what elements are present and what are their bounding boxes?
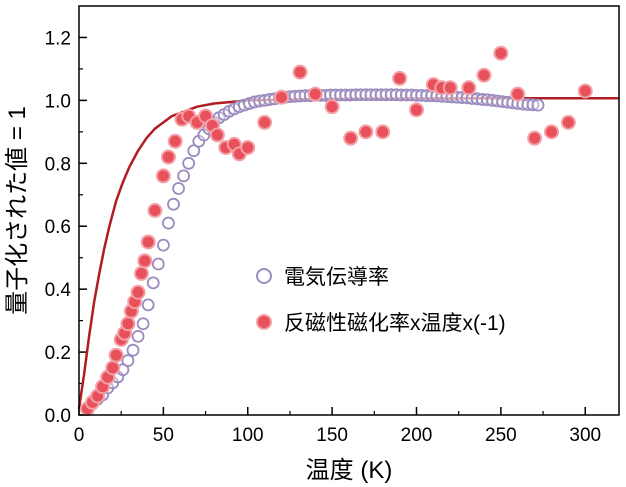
legend-marker-diamagnetic [256, 314, 272, 330]
legend-marker-conductivity [256, 268, 272, 284]
diamagnetic-point [105, 360, 121, 376]
diamagnetic-point [274, 89, 289, 105]
diamagnetic-series [79, 45, 593, 417]
x-axis-label: 温度 (K) [306, 457, 393, 484]
diamagnetic-point [137, 253, 153, 269]
diamagnetic-point [544, 124, 559, 140]
conductivity-point [177, 169, 191, 183]
x-tick-label: 50 [153, 425, 174, 446]
x-tick-label: 100 [232, 425, 264, 446]
conductivity-point [182, 156, 196, 170]
y-tick-label: 1.0 [45, 91, 71, 112]
diamagnetic-point [493, 45, 509, 61]
x-tick-label: 200 [401, 425, 433, 446]
plot-frame [78, 5, 620, 416]
y-tick-label: 0.6 [45, 217, 71, 238]
diamagnetic-point [133, 265, 149, 281]
diamagnetic-point [409, 102, 424, 118]
diamagnetic-point [307, 86, 323, 102]
diamagnetic-point [292, 64, 308, 80]
diamagnetic-point [343, 130, 359, 146]
conductivity-point [187, 144, 201, 158]
diamagnetic-point [240, 140, 256, 156]
diamagnetic-point [375, 124, 391, 140]
legend-label-diamagnetic: 反磁性磁化率x温度x(-1) [284, 312, 506, 335]
legend: 電気伝導率 反磁性磁化率x温度x(-1) [256, 266, 506, 335]
conductivity-point [156, 238, 170, 252]
legend-label-conductivity: 電気伝導率 [284, 266, 389, 289]
conductivity-point [126, 343, 140, 357]
diamagnetic-point [257, 114, 273, 130]
y-tick-label: 0.0 [45, 406, 71, 427]
conductivity-point [162, 216, 175, 230]
diamagnetic-point [209, 127, 225, 143]
y-tick-label: 0.4 [45, 280, 72, 301]
diamagnetic-point [120, 316, 136, 332]
conductivity-point [141, 298, 155, 312]
diamagnetic-point [527, 130, 543, 146]
conductivity-point [531, 98, 545, 112]
conductivity-point [136, 317, 150, 331]
y-axis-label: 量子化された値 = 1 [4, 106, 31, 315]
diamagnetic-point [324, 99, 340, 115]
diamagnetic-point [392, 70, 408, 86]
diamagnetic-point [155, 168, 171, 184]
diamagnetic-point [147, 203, 163, 218]
conductivity-point [121, 354, 135, 367]
diamagnetic-point [510, 86, 526, 102]
y-tick-label: 1.2 [45, 28, 71, 49]
x-tick-label: 150 [316, 425, 348, 446]
diamagnetic-point [442, 80, 458, 96]
conductivity-point [146, 276, 160, 290]
y-tick-label: 0.2 [45, 343, 71, 364]
conductivity-point [151, 257, 165, 271]
diamagnetic-point [560, 114, 576, 130]
diamagnetic-point [130, 284, 146, 300]
diamagnetic-point [140, 234, 156, 250]
conductivity-series [81, 88, 545, 416]
diamagnetic-point [108, 347, 124, 363]
diamagnetic-point [160, 149, 176, 165]
diamagnetic-point [167, 133, 183, 149]
x-tick-label: 300 [569, 425, 601, 446]
diamagnetic-point [358, 124, 374, 140]
diamagnetic-point [461, 80, 477, 96]
conductivity-point [172, 182, 185, 195]
conductivity-point [167, 197, 180, 211]
diamagnetic-point [476, 67, 492, 83]
tick-labels: 0 50 100 150 200 250 300 0.0 0.2 0.4 0.6 0.8 1.0 1.2 [45, 28, 602, 446]
x-tick-label: 250 [485, 425, 517, 446]
conductivity-point [131, 329, 145, 343]
x-tick-label: 0 [74, 425, 85, 446]
diamagnetic-point [577, 83, 593, 99]
y-tick-label: 0.8 [45, 154, 71, 175]
